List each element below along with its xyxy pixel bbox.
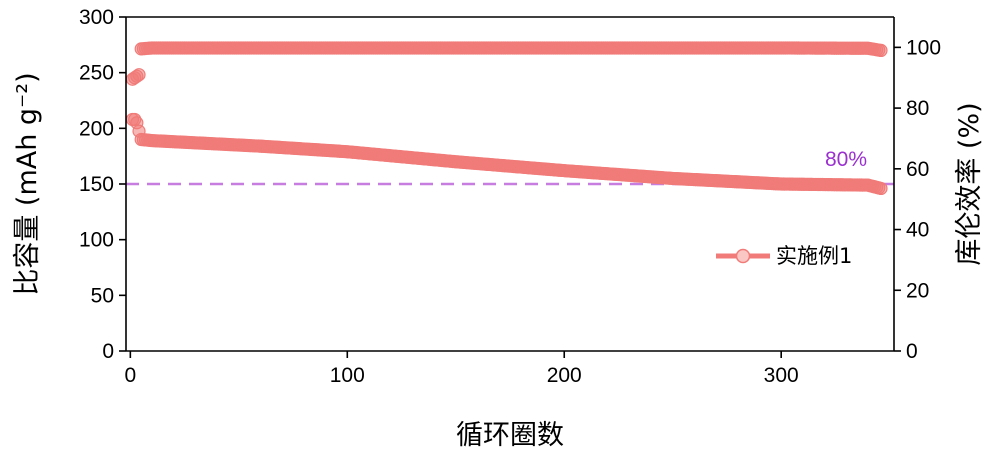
y-left-tick-label: 150 — [79, 173, 114, 196]
data-point — [132, 68, 146, 82]
labels-layer: 0 100 200 300 0 50 100 150 200 250 300 0 20 40 60 80 100 — [79, 6, 941, 387]
y-left-tick-label: 300 — [79, 6, 114, 29]
axes-layer — [119, 16, 901, 358]
y-right-tick-label: 0 — [906, 340, 918, 363]
y-left-axis-title: 比容量 (mAh g⁻²) — [12, 72, 43, 295]
series-1 — [125, 112, 888, 196]
y-left-tick-label: 250 — [79, 62, 114, 85]
y-left-tick-label: 200 — [79, 117, 114, 140]
legend: 实施例1 — [716, 244, 852, 268]
x-tick-label: 100 — [330, 364, 365, 387]
legend-label: 实施例1 — [776, 244, 852, 268]
y-right-tick-label: 20 — [906, 279, 929, 302]
x-tick-label: 0 — [124, 364, 136, 387]
y-right-axis-title: 库伦效率 (%) — [954, 102, 985, 265]
y-right-tick-label: 100 — [906, 36, 941, 59]
x-tick-label: 300 — [764, 364, 799, 387]
data-point — [874, 181, 888, 196]
y-right-tick-label: 40 — [906, 219, 929, 242]
data-point — [874, 43, 888, 58]
x-tick-label: 200 — [547, 364, 582, 387]
y-left-tick-label: 50 — [91, 284, 114, 307]
y-right-tick-label: 60 — [906, 158, 929, 181]
y-left-tick-label: 0 — [102, 340, 114, 363]
y-left-tick-label: 100 — [79, 229, 114, 252]
x-axis-title: 循环圈数 — [456, 420, 564, 451]
legend-marker — [735, 248, 751, 264]
y-right-tick-label: 80 — [906, 97, 929, 120]
series-layer — [125, 41, 894, 196]
reference-line-label: 80% — [825, 148, 867, 171]
series-2 — [125, 41, 888, 86]
